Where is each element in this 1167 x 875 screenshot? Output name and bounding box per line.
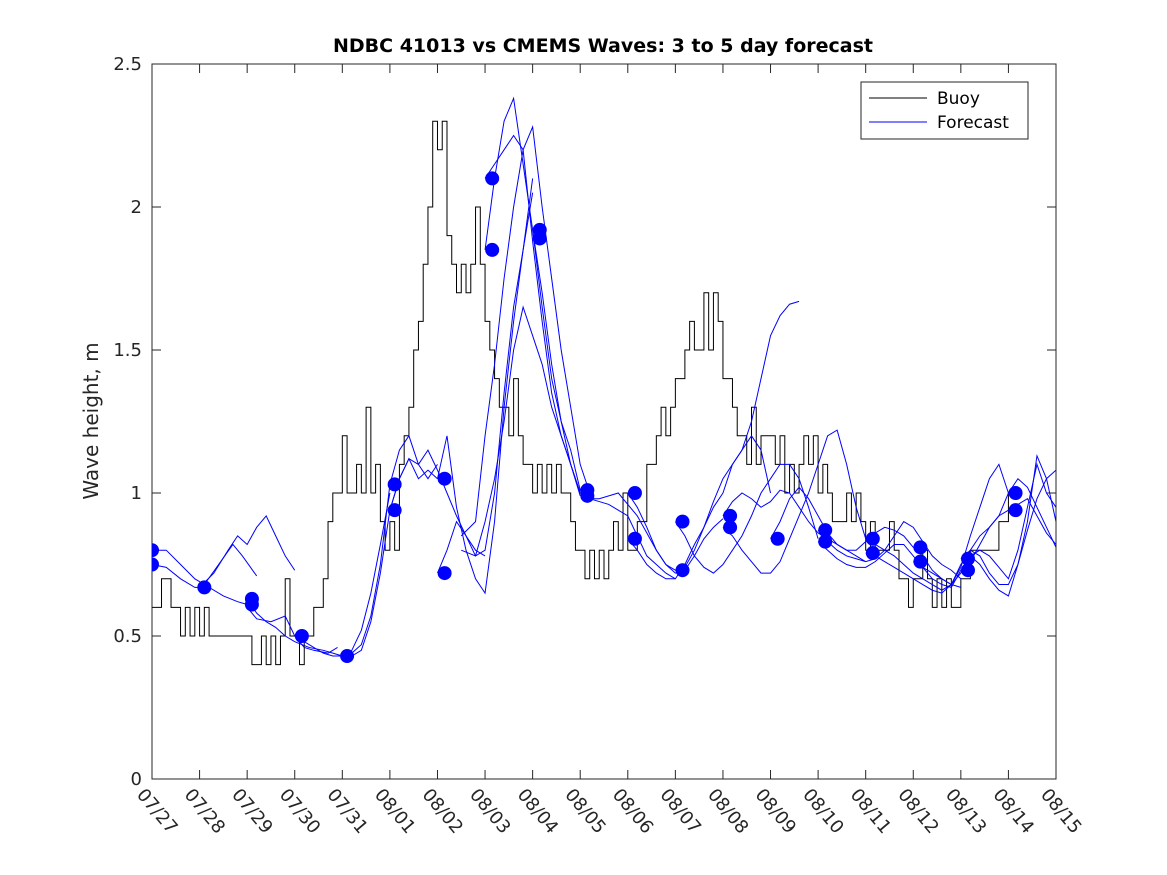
forecast-marker — [865, 531, 880, 546]
forecast-marker — [627, 531, 642, 546]
forecast-marker — [294, 629, 309, 643]
forecast-marker — [197, 580, 212, 595]
y-tick-label: 1.5 — [113, 340, 142, 361]
forecast-marker — [627, 486, 642, 500]
forecast-line — [579, 489, 724, 574]
legend-label-forecast: Forecast — [937, 113, 1009, 133]
forecast-marker — [532, 231, 547, 246]
forecast-line — [437, 192, 534, 574]
forecast-line — [436, 178, 534, 595]
forecast-marker — [387, 477, 402, 492]
forecast-line — [865, 463, 1009, 591]
forecast-marker — [244, 597, 259, 612]
y-tick-label: 0.5 — [113, 626, 142, 647]
forecast-line — [460, 124, 591, 537]
forecast-line — [960, 498, 1056, 571]
forecast-line — [627, 434, 772, 580]
forecast-line — [770, 486, 914, 551]
forecast-marker — [913, 540, 928, 555]
forecast-marker — [675, 563, 690, 578]
legend-box — [860, 81, 1029, 140]
forecast-marker — [1008, 486, 1023, 500]
forecast-marker — [960, 563, 975, 578]
y-tick-label: 2.5 — [113, 54, 142, 75]
forecast-line — [817, 520, 962, 580]
forecast-line — [627, 300, 800, 571]
forecast-marker — [485, 242, 500, 257]
forecast-line — [246, 598, 343, 657]
forecast-line — [865, 469, 1056, 594]
y-tick-label: 1 — [131, 483, 142, 504]
forecast-line — [674, 463, 819, 574]
legend-label-buoy: Buoy — [937, 89, 980, 109]
forecast-marker — [387, 503, 402, 518]
forecast-marker — [675, 514, 690, 529]
forecast-line — [199, 514, 296, 588]
forecast-marker — [770, 531, 785, 546]
forecast-marker — [152, 543, 159, 558]
forecast-marker — [485, 171, 500, 186]
buoy-line — [152, 120, 1014, 666]
forecast-line — [817, 541, 961, 588]
forecast-marker — [818, 534, 833, 549]
forecast-line — [960, 477, 1056, 560]
legend: Buoy Forecast — [860, 81, 1029, 140]
chart-title: NDBC 41013 vs CMEMS Waves: 3 to 5 day fo… — [333, 35, 873, 57]
plot-content — [152, 96, 1056, 666]
forecast-line — [389, 449, 486, 557]
y-tick-label: 2 — [131, 197, 142, 218]
y-axis-label: Wave height, m — [79, 342, 103, 499]
forecast-marker — [437, 471, 452, 486]
forecast-marker — [340, 649, 355, 664]
forecast-line — [532, 229, 676, 580]
forecast-marker — [437, 566, 452, 581]
forecast-line — [461, 305, 590, 557]
y-tick-label: 0 — [131, 769, 142, 790]
forecast-marker — [152, 557, 159, 572]
forecast-line — [722, 429, 867, 574]
forecast-marker — [580, 488, 595, 503]
forecast-marker — [723, 520, 738, 535]
forecast-marker — [865, 546, 880, 561]
forecast-marker — [913, 554, 928, 569]
forecast-line — [913, 453, 1056, 597]
forecast-marker — [1008, 503, 1023, 518]
axes-box — [151, 63, 1057, 780]
